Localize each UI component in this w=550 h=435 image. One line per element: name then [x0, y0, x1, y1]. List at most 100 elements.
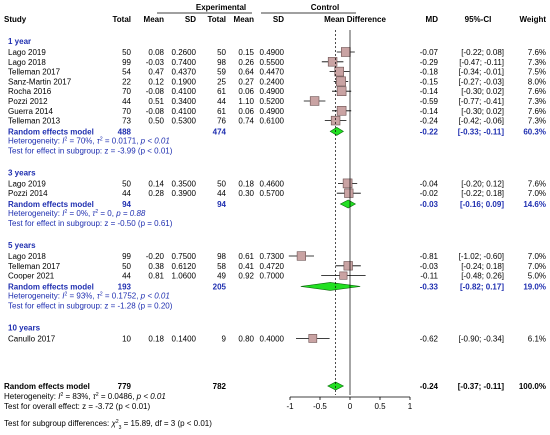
ctrl-sd: 0.2400 — [260, 77, 285, 86]
col-exp-mean-header: Mean — [144, 15, 165, 24]
md-value: -0.18 — [420, 68, 439, 77]
exp-mean: -0.03 — [146, 58, 165, 67]
ctrl-total: 59 — [217, 68, 226, 77]
exp-mean: 0.47 — [148, 68, 164, 77]
ctrl-sd: 0.6100 — [260, 117, 285, 126]
ctrl-total: 9 — [222, 334, 227, 343]
exp-mean: 0.12 — [148, 77, 164, 86]
subgroup-summary-exp-total: 94 — [122, 200, 131, 209]
exp-total: 44 — [122, 189, 131, 198]
md-value: -0.24 — [420, 117, 439, 126]
exp-total: 99 — [122, 252, 131, 261]
ctrl-total: 44 — [217, 189, 226, 198]
md-value: -0.15 — [420, 77, 439, 86]
exp-mean: 0.81 — [148, 272, 164, 281]
study-point — [334, 66, 344, 77]
exp-sd: 0.3400 — [172, 97, 197, 106]
md-value: -0.62 — [420, 334, 439, 343]
exp-sd: 0.4100 — [172, 107, 197, 116]
ctrl-mean: 0.06 — [238, 107, 254, 116]
subgroup-summary-ctrl-total: 474 — [213, 127, 227, 136]
ctrl-sd: 0.4000 — [260, 334, 285, 343]
ctrl-mean: 0.15 — [238, 48, 254, 57]
ci-value: [-0.47; -0.11] — [459, 58, 504, 67]
col-ctrl-total-header: Total — [207, 15, 226, 24]
control-group-header: Control — [311, 3, 339, 12]
ctrl-mean: 0.61 — [238, 252, 254, 261]
ci-value: [-0.42; -0.06] — [459, 117, 504, 126]
ctrl-total: 49 — [217, 272, 226, 281]
ctrl-total: 61 — [217, 87, 226, 96]
ctrl-total: 50 — [217, 48, 226, 57]
study-point — [336, 86, 347, 96]
weight-value: 7.0% — [528, 262, 546, 271]
exp-sd: 0.5300 — [172, 117, 197, 126]
study-point — [330, 115, 341, 126]
ci-value: [-0.30; 0.02] — [461, 87, 504, 96]
exp-total: 50 — [122, 262, 131, 271]
md-value: -0.14 — [420, 107, 439, 116]
ctrl-sd: 0.4900 — [260, 48, 285, 57]
weight-value: 6.1% — [528, 334, 546, 343]
study-name: Canullo 2017 — [8, 334, 56, 343]
ctrl-sd: 0.4900 — [260, 107, 285, 116]
exp-total: 70 — [122, 107, 131, 116]
study-point — [327, 57, 338, 67]
exp-mean: 0.28 — [148, 189, 164, 198]
exp-total: 50 — [122, 48, 131, 57]
md-value: -0.11 — [420, 272, 438, 281]
subgroup-summary-label: Random effects model — [8, 282, 94, 291]
exp-sd: 0.7500 — [172, 252, 197, 261]
ctrl-sd: 0.4720 — [260, 262, 285, 271]
exp-mean: 0.38 — [148, 262, 164, 271]
exp-mean: -0.20 — [146, 252, 165, 261]
exp-total: 54 — [122, 68, 131, 77]
overall-label: Random effects model — [4, 382, 90, 391]
ctrl-mean: 0.26 — [238, 58, 254, 67]
col-ci-header: 95%-CI — [465, 15, 492, 24]
subgroup-summary-md: -0.03 — [420, 200, 439, 209]
subgroup-title: 3 years — [8, 168, 36, 177]
subgroup-summary-md: -0.22 — [420, 127, 439, 136]
subgroup-summary-weight: 14.6% — [523, 200, 546, 209]
overall-weight: 100.0% — [519, 382, 546, 391]
weight-value: 7.6% — [528, 107, 546, 116]
exp-mean: -0.08 — [146, 107, 165, 116]
exp-total: 99 — [122, 58, 131, 67]
subgroup-title: 5 years — [8, 241, 36, 250]
ci-value: [-0.20; 0.12] — [461, 179, 504, 188]
overall-effect-test: Test for overall effect: z = -3.72 (p < … — [4, 402, 150, 411]
exp-sd: 0.7400 — [172, 58, 197, 67]
ci-value: [-0.27; -0.03] — [459, 77, 504, 86]
study-point — [296, 251, 307, 261]
weight-value: 8.0% — [528, 77, 546, 86]
overall-ci: [-0.37; -0.11] — [458, 382, 505, 391]
weight-value: 7.5% — [528, 68, 546, 77]
study-name: Lago 2018 — [8, 252, 46, 261]
weight-value: 7.3% — [528, 117, 546, 126]
col-md-header: MD — [426, 15, 439, 24]
exp-mean: 0.50 — [148, 117, 164, 126]
weight-value: 7.3% — [528, 58, 546, 67]
ctrl-total: 61 — [217, 107, 226, 116]
study-name: Lago 2018 — [8, 58, 46, 67]
study-name: Telleman 2017 — [8, 68, 61, 77]
md-value: -0.81 — [420, 252, 439, 261]
ctrl-total: 98 — [217, 252, 226, 261]
subgroup-summary-weight: 60.3% — [523, 127, 546, 136]
overall-heterogeneity: Heterogeneity: I2 = 83%, τ2 = 0.0486, p … — [4, 392, 166, 401]
subgroup-summary-weight: 19.0% — [523, 282, 546, 291]
weight-value: 7.6% — [528, 48, 546, 57]
ctrl-mean: 0.74 — [238, 117, 254, 126]
md-value: -0.14 — [420, 87, 439, 96]
ctrl-sd: 0.4600 — [260, 179, 285, 188]
ctrl-sd: 0.5500 — [260, 58, 285, 67]
md-value: -0.03 — [420, 262, 439, 271]
ctrl-total: 98 — [217, 58, 226, 67]
exp-total: 70 — [122, 87, 131, 96]
subgroup-heterogeneity: Heterogeneity: I2 = 93%, τ2 = 0.1752, p … — [8, 291, 170, 300]
ctrl-mean: 0.80 — [238, 334, 254, 343]
ctrl-total: 76 — [217, 117, 226, 126]
exp-sd: 0.6120 — [172, 262, 197, 271]
col-mean-difference-header: Mean Difference — [324, 15, 386, 24]
